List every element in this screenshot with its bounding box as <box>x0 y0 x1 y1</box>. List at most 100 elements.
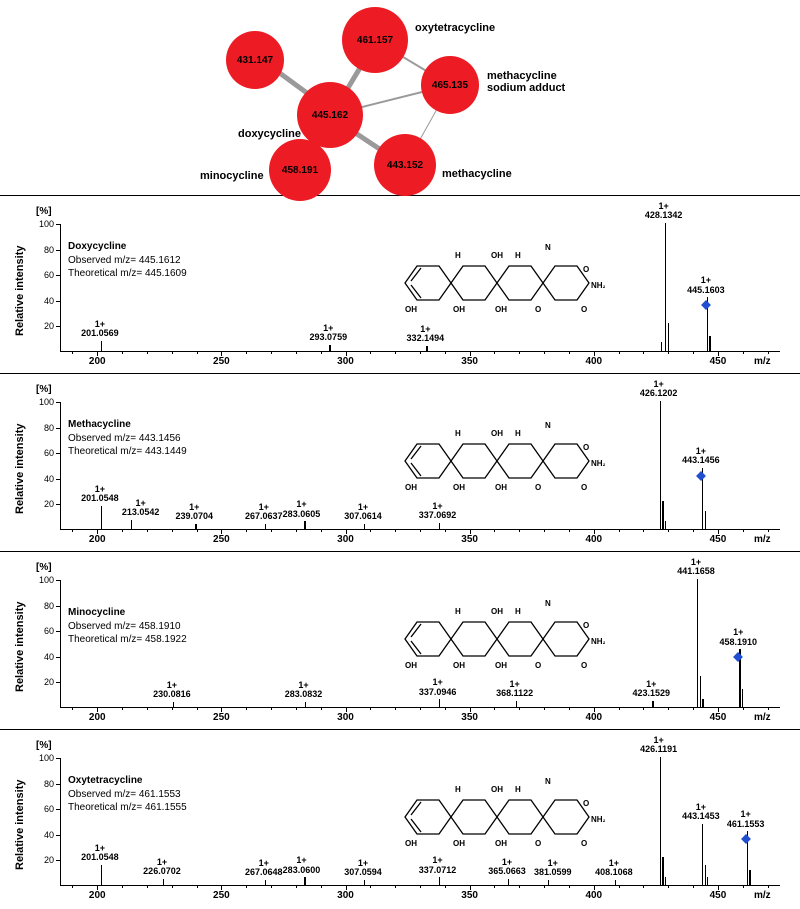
y-axis-unit: [%] <box>36 562 52 573</box>
x-tick-label: 450 <box>710 712 727 723</box>
spectrum-peak <box>702 699 703 707</box>
y-tick-label: 40 <box>32 830 54 840</box>
network-node: 461.157 <box>342 7 408 73</box>
peak-label: 1+441.1658 <box>677 558 715 577</box>
peak-label: 1+337.0946 <box>419 678 457 697</box>
spectrum-peak <box>665 521 666 529</box>
y-tick-label: 40 <box>32 652 54 662</box>
spectrum-peak <box>700 676 701 707</box>
spectrum-peak <box>702 824 703 885</box>
spectrum-peak <box>516 701 517 707</box>
peak-label: 1+381.0599 <box>534 859 572 878</box>
spectrum-peak <box>329 345 330 351</box>
spectrum-peak <box>661 342 662 351</box>
spectra-container: Relative intensity[%]2040608010020025030… <box>0 195 800 907</box>
network-node: 465.135 <box>421 56 479 114</box>
peak-label: 1+426.1202 <box>640 380 678 399</box>
y-tick-label: 60 <box>32 626 54 636</box>
spectrum-peak <box>662 501 663 529</box>
peak-label: 1+443.1456 <box>682 447 720 466</box>
spectrum-peak <box>665 223 666 351</box>
y-tick-label: 60 <box>32 270 54 280</box>
x-tick-label: 250 <box>213 890 230 901</box>
spectrum-peak <box>707 877 708 885</box>
peak-label: 1+226.0702 <box>143 858 181 877</box>
spectrum-peak <box>195 524 196 529</box>
peak-label: 1+365.0663 <box>488 858 526 877</box>
peak-label: 1+332.1494 <box>407 325 445 344</box>
compound-info: MinocyclineObserved m/z= 458.1910Theoret… <box>68 606 187 647</box>
network-node-label: doxycycline <box>238 128 301 140</box>
peak-label: 1+307.0614 <box>344 503 382 522</box>
y-tick-label: 80 <box>32 779 54 789</box>
spectrum-panel: Relative intensity[%]2040608010020025030… <box>0 195 800 373</box>
x-tick-label: 400 <box>585 890 602 901</box>
x-axis-label: m/z <box>754 356 771 367</box>
peak-label: 1+443.1453 <box>682 803 720 822</box>
peak-label: 1+267.0648 <box>245 859 283 878</box>
x-tick-label: 350 <box>461 534 478 545</box>
x-tick-label: 300 <box>337 356 354 367</box>
peak-label: 1+423.1529 <box>632 680 670 699</box>
spectrum-peak <box>652 701 653 707</box>
y-tick-label: 40 <box>32 474 54 484</box>
compound-info: MethacyclineObserved m/z= 443.1456Theore… <box>68 418 187 459</box>
x-axis-label: m/z <box>754 534 771 545</box>
spectrum-panel: Relative intensity[%]2040608010020025030… <box>0 729 800 907</box>
y-tick-label: 20 <box>32 677 54 687</box>
y-tick-label: 60 <box>32 804 54 814</box>
peak-label: 1+283.0832 <box>285 681 323 700</box>
spectrum-peak <box>131 520 132 529</box>
x-tick-label: 200 <box>89 356 106 367</box>
peak-label: 1+458.1910 <box>719 628 757 647</box>
x-axis-label: m/z <box>754 890 771 901</box>
x-tick-label: 350 <box>461 356 478 367</box>
y-axis-label: Relative intensity <box>14 246 26 336</box>
network-node: 431.147 <box>226 31 284 89</box>
peak-label: 1+201.0569 <box>81 320 119 339</box>
peak-label: 1+368.1122 <box>496 680 533 699</box>
peak-label: 1+461.1553 <box>727 810 765 829</box>
spectrum-peak <box>101 506 102 529</box>
x-tick-label: 300 <box>337 534 354 545</box>
peak-label: 1+283.0605 <box>283 500 321 519</box>
peak-label: 1+293.0759 <box>310 324 348 343</box>
x-tick-label: 450 <box>710 890 727 901</box>
peak-label: 1+201.0548 <box>81 844 119 863</box>
x-tick-label: 350 <box>461 712 478 723</box>
peak-label: 1+230.0816 <box>153 681 191 700</box>
x-tick-label: 400 <box>585 712 602 723</box>
spectrum-peak <box>742 689 743 707</box>
x-tick-label: 200 <box>89 890 106 901</box>
peak-label: 1+267.0637 <box>245 503 283 522</box>
peak-label: 1+445.1603 <box>687 276 725 295</box>
spectrum-peak <box>668 323 669 351</box>
x-tick-label: 350 <box>461 890 478 901</box>
peak-label: 1+408.1068 <box>595 859 633 878</box>
spectrum-peak <box>364 524 365 529</box>
y-tick-label: 80 <box>32 245 54 255</box>
compound-info: DoxycyclineObserved m/z= 445.1612Theoret… <box>68 240 187 281</box>
peak-label: 1+337.0712 <box>419 856 457 875</box>
y-tick-label: 20 <box>32 321 54 331</box>
spectrum-peak <box>439 523 440 529</box>
y-axis-unit: [%] <box>36 740 52 751</box>
x-tick-label: 200 <box>89 534 106 545</box>
spectrum-peak <box>705 511 706 529</box>
y-axis-label: Relative intensity <box>14 424 26 514</box>
spectrum-peak <box>265 880 266 885</box>
spectrum-peak <box>548 880 549 885</box>
peak-label: 1+428.1342 <box>645 202 683 221</box>
network-node: 458.191 <box>269 139 331 201</box>
spectrum-peak <box>101 865 102 885</box>
network-node-label: minocycline <box>200 170 264 182</box>
spectrum-peak <box>304 521 305 529</box>
x-tick-label: 450 <box>710 534 727 545</box>
peak-label: 1+239.0704 <box>175 503 213 522</box>
y-tick-label: 40 <box>32 296 54 306</box>
spectrum-peak <box>660 401 661 529</box>
spectrum-peak <box>364 880 365 885</box>
molecular-network: 445.162doxycycline461.157oxytetracycline… <box>0 0 800 195</box>
x-tick-label: 200 <box>89 712 106 723</box>
network-node-label: methacycline sodium adduct <box>487 70 565 94</box>
